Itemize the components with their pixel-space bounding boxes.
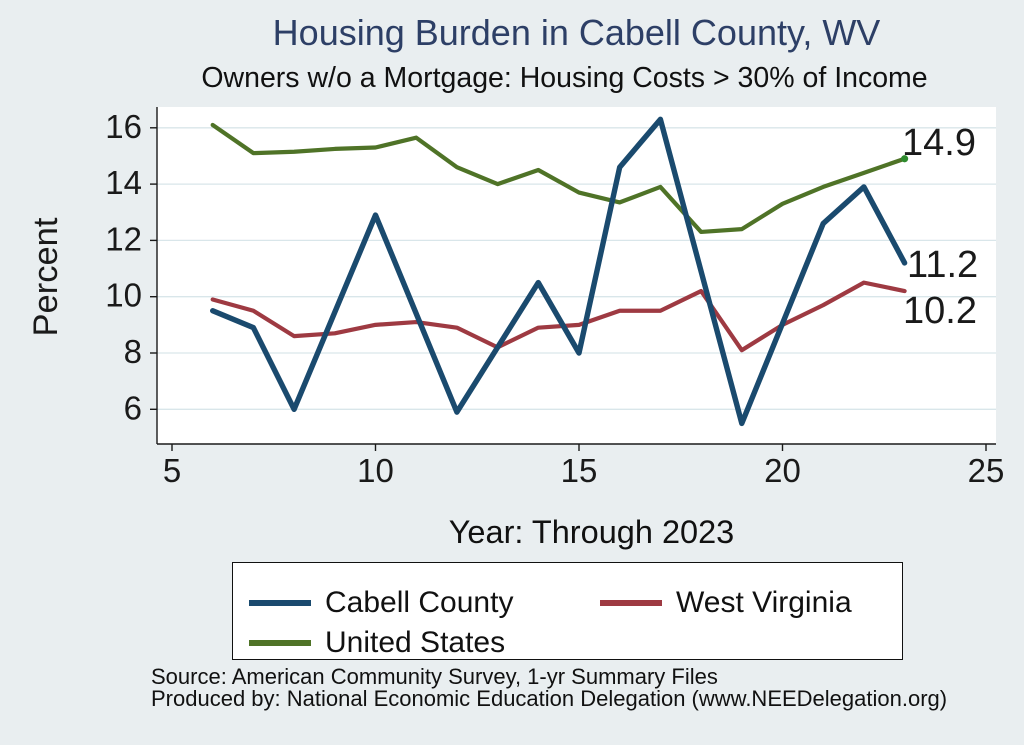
svg-text:8: 8 xyxy=(124,333,142,370)
svg-text:25: 25 xyxy=(968,452,1005,489)
svg-text:5: 5 xyxy=(163,452,181,489)
svg-text:16: 16 xyxy=(105,108,142,145)
svg-text:14.9: 14.9 xyxy=(902,122,976,164)
svg-text:Percent: Percent xyxy=(27,217,65,336)
svg-text:20: 20 xyxy=(764,452,801,489)
svg-text:10: 10 xyxy=(105,277,142,314)
svg-text:10: 10 xyxy=(357,452,394,489)
svg-text:6: 6 xyxy=(124,389,142,426)
svg-text:14: 14 xyxy=(105,164,142,201)
svg-text:11.2: 11.2 xyxy=(907,244,978,286)
svg-text:10.2: 10.2 xyxy=(903,290,977,332)
svg-text:12: 12 xyxy=(105,220,142,257)
svg-text:15: 15 xyxy=(561,452,598,489)
